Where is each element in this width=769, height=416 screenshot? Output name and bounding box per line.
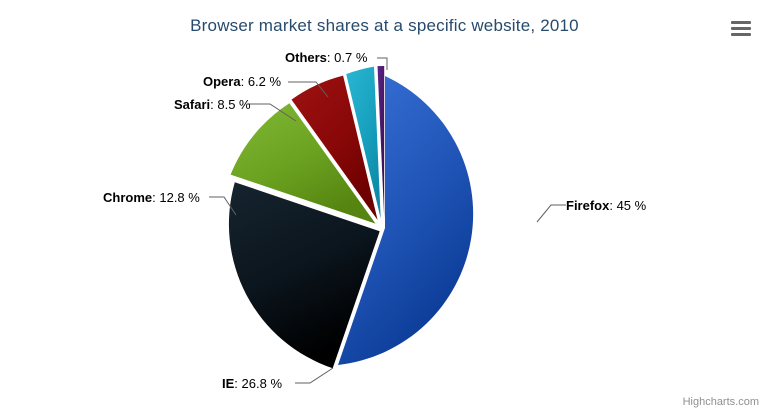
connector-opera — [288, 81, 329, 98]
data-label-ie-value: 26.8 % — [241, 376, 283, 391]
data-label-firefox-value: 45 % — [616, 198, 647, 213]
data-label-ie: IE: 26.8 % — [222, 376, 282, 391]
data-label-opera-name: Opera — [203, 74, 241, 89]
pie-slice-ie[interactable] — [228, 182, 380, 369]
credits-link[interactable]: Highcharts.com — [682, 396, 759, 408]
data-label-ie-separator: : — [234, 376, 242, 391]
hamburger-menu-icon-bar-1 — [731, 21, 751, 24]
data-label-opera: Opera: 6.2 % — [203, 74, 281, 89]
data-label-chrome: Chrome: 12.8 % — [103, 190, 200, 205]
pie-slice-others[interactable] — [377, 65, 385, 218]
data-label-ie-name: IE — [222, 376, 235, 391]
hamburger-menu-icon-bar-2 — [731, 27, 751, 30]
data-label-safari-separator: : — [210, 97, 218, 112]
pie-slice-firefox[interactable] — [338, 76, 474, 365]
data-label-opera-value: 6.2 % — [247, 74, 282, 89]
connector-others — [377, 57, 388, 70]
chart-title: Browser market shares at a specific webs… — [190, 16, 579, 35]
data-label-others-value: 0.7 % — [334, 50, 368, 65]
pie-slice-chrome[interactable] — [230, 103, 376, 224]
data-label-others: Others: 0.7 % — [285, 50, 367, 65]
data-label-others-name: Others — [285, 50, 327, 65]
connector-ie — [295, 367, 334, 384]
pie-slice-safari[interactable] — [291, 75, 378, 220]
data-label-safari-name: Safari — [174, 97, 211, 112]
pie-slices — [228, 65, 474, 369]
data-label-safari: Safari: 8.5 % — [174, 97, 251, 112]
data-label-safari-value: 8.5 % — [217, 97, 251, 112]
data-label-connectors — [209, 57, 566, 384]
data-label-opera-separator: : — [240, 74, 248, 89]
connector-firefox — [536, 204, 566, 223]
connector-chrome — [209, 196, 237, 216]
data-label-firefox: Firefox: 45 % — [566, 198, 646, 213]
connector-safari — [248, 103, 297, 122]
data-label-firefox-name: Firefox — [566, 198, 610, 213]
data-label-firefox-separator: : — [609, 198, 617, 213]
data-label-chrome-separator: : — [152, 190, 160, 205]
pie-slice-opera[interactable] — [346, 66, 381, 219]
context-menu-button[interactable] — [729, 17, 753, 39]
data-label-chrome-value: 12.8 % — [159, 190, 200, 205]
data-label-others-separator: : — [326, 50, 335, 65]
data-label-chrome-name: Chrome — [103, 190, 153, 205]
hamburger-menu-icon-bar-3 — [731, 33, 751, 36]
